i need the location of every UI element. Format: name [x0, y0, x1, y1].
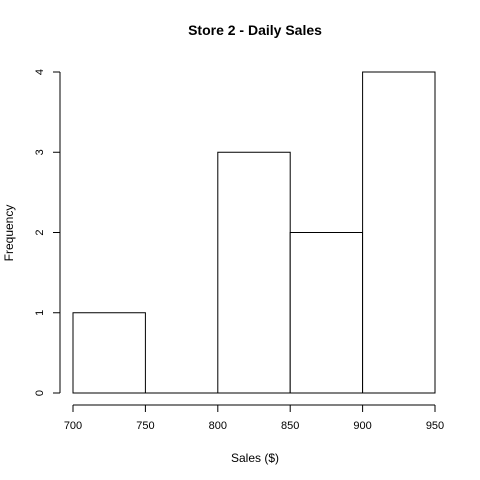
y-tick-label-4: 4: [34, 69, 46, 75]
y-tick-label-2: 2: [34, 229, 46, 235]
x-tick-label-700: 700: [64, 420, 82, 432]
histogram-bar-700-750: [72, 312, 146, 394]
x-tick-label-750: 750: [136, 420, 154, 432]
histogram-bar-850-900: [289, 232, 364, 394]
x-tick-label-950: 950: [426, 420, 444, 432]
x-tick-label-800: 800: [209, 420, 227, 432]
histogram-bar-900-950: [362, 71, 436, 394]
y-axis: 0 1 2 3 4: [34, 69, 61, 396]
x-axis-label: Sales ($): [231, 451, 279, 465]
y-tick-label-3: 3: [34, 149, 46, 155]
x-tick-label-850: 850: [281, 420, 299, 432]
histogram-bar-800-850: [217, 151, 291, 394]
y-tick-label-0: 0: [34, 390, 46, 396]
y-tick-label-1: 1: [34, 310, 46, 316]
y-axis-label: Frequency: [2, 205, 16, 262]
chart-title: Store 2 - Daily Sales: [188, 22, 322, 38]
bars-group: [72, 71, 436, 394]
x-axis: 700 750 800 850 900 950: [64, 404, 444, 432]
x-tick-label-900: 900: [353, 420, 371, 432]
